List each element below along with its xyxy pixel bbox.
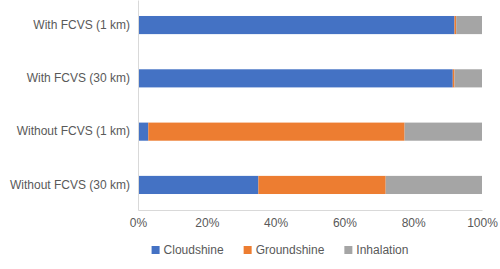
bar xyxy=(258,176,385,194)
tick-label: 40% xyxy=(264,216,288,230)
tick-label: 20% xyxy=(195,216,219,230)
axis-line xyxy=(138,1,139,211)
legend-label: Cloudshine xyxy=(164,243,224,257)
tick-label: 0% xyxy=(130,216,148,230)
bar xyxy=(138,176,258,194)
series xyxy=(148,16,456,194)
tick: 40% xyxy=(264,210,288,230)
legend-item: Groundshine xyxy=(244,243,325,257)
chart: 0%20%40%60%80%100%With FCVS (1 km)With F… xyxy=(0,0,500,269)
tick: 60% xyxy=(333,210,357,230)
legend-swatch xyxy=(344,246,352,254)
axis-line xyxy=(139,210,483,211)
tick: 100% xyxy=(467,210,498,230)
series xyxy=(138,16,454,194)
bar xyxy=(456,16,482,34)
tick-label: Without FCVS (30 km) xyxy=(10,178,130,192)
bar xyxy=(454,16,456,34)
tick-label: 100% xyxy=(467,216,498,230)
bar xyxy=(453,69,455,87)
tick-label: 60% xyxy=(333,216,357,230)
tick-label: Without FCVS (1 km) xyxy=(17,124,130,138)
legend-label: Inhalation xyxy=(356,243,408,257)
legend-swatch xyxy=(244,246,252,254)
tick: With FCVS (30 km) xyxy=(27,71,138,85)
tick: Without FCVS (1 km) xyxy=(17,124,138,138)
bar xyxy=(148,123,404,141)
tick-label: 80% xyxy=(402,216,426,230)
tick: 0% xyxy=(130,210,148,230)
bar xyxy=(386,176,482,194)
bar xyxy=(405,123,482,141)
tick: 80% xyxy=(402,210,426,230)
legend-swatch xyxy=(152,246,160,254)
series xyxy=(386,16,482,194)
tick: With FCVS (1 km) xyxy=(33,18,138,32)
bar xyxy=(138,123,148,141)
legend: Cloudshine Groundshine Inhalation xyxy=(152,243,409,257)
y-axis: With FCVS (1 km) With FCVS (30 km) Without… xyxy=(10,1,139,211)
tick-label: With FCVS (30 km) xyxy=(27,71,130,85)
tick: 20% xyxy=(195,210,219,230)
bars xyxy=(138,16,482,194)
legend-item: Inhalation xyxy=(344,243,408,257)
bar xyxy=(138,16,454,34)
bar xyxy=(138,69,453,87)
bar xyxy=(454,69,482,87)
legend-item: Cloudshine xyxy=(152,243,224,257)
legend-label: Groundshine xyxy=(256,243,325,257)
x-axis: 0% 20% 40% 60% 80% 100% xyxy=(130,210,498,230)
tick: Without FCVS (30 km) xyxy=(10,178,138,192)
tick-label: With FCVS (1 km) xyxy=(33,18,130,32)
